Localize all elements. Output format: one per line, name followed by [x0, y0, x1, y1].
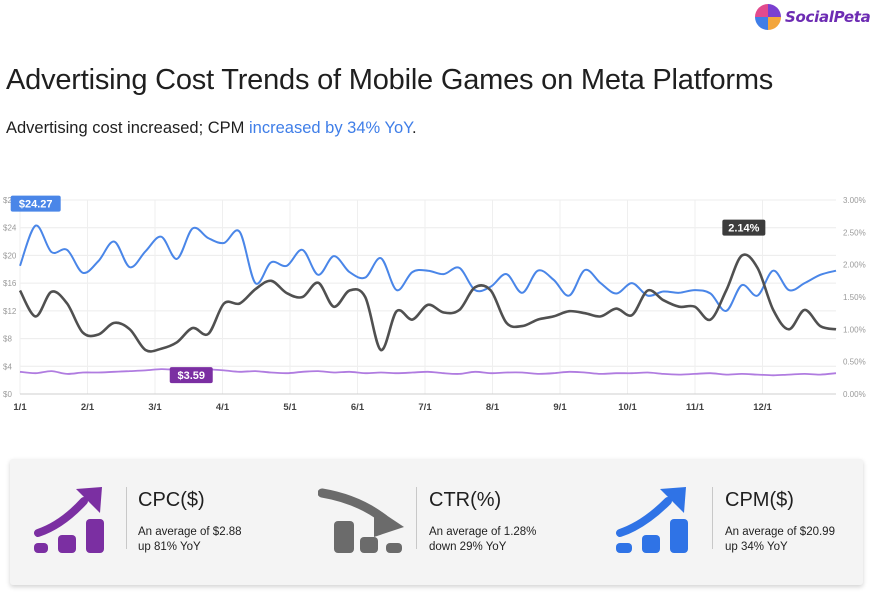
y-tick-label-right: 1.00%	[843, 325, 866, 334]
ctr-bar-1	[334, 521, 354, 553]
y-tick-label-right: 0.00%	[843, 390, 866, 399]
subtitle-highlight: increased by 34% YoY	[249, 119, 413, 137]
y-tick-label-left: $16	[3, 279, 17, 288]
subtitle-suffix: .	[412, 119, 417, 137]
ctr-peak-label: 2.14%	[728, 223, 759, 235]
y-tick-label-right: 3.00%	[843, 196, 866, 205]
chart-up-icon	[34, 487, 104, 553]
kpi-panel: CPC($) An average of $2.88 up 81% YoY CT…	[10, 459, 863, 585]
cpm-peak-label-bg	[10, 195, 61, 212]
kpi-divider	[712, 487, 713, 549]
y-tick-label-right: 2.00%	[843, 261, 866, 270]
y-tick-label-right: 2.50%	[843, 228, 866, 237]
x-tick-label: 5/1	[283, 402, 297, 413]
cpc-bar-2	[58, 535, 76, 553]
x-tick-label: 4/1	[216, 402, 230, 413]
cpc-bar-1	[34, 543, 48, 553]
x-tick-label: 12/1	[753, 402, 772, 413]
kpi-card-cpc: CPC($) An average of $2.88 up 81% YoY	[10, 459, 300, 585]
cpm-bar-3	[670, 519, 688, 553]
cost-trend-chart: $0 $4 $8 $12 $16 $20 $24 $28 0.00% 0.50% 1.00% 1.50…	[3, 195, 866, 413]
x-tick-label: 3/1	[148, 402, 162, 413]
y-tick-label-left: $0	[3, 390, 12, 399]
x-tick-label: 9/1	[553, 402, 567, 413]
kpi-yoy: up 81% YoY	[138, 541, 201, 553]
cpc-series-line	[19, 368, 837, 377]
y-tick-label-left: $4	[3, 362, 12, 371]
kpi-average: An average of $20.99	[725, 526, 835, 538]
x-tick-label: 2/1	[81, 402, 95, 413]
kpi-average: An average of 1.28%	[429, 526, 537, 538]
cpm-bar-2	[642, 535, 660, 553]
cpm-series-line	[19, 224, 837, 312]
y-tick-label-right: 0.50%	[843, 358, 866, 367]
y-tick-label-left: $12	[3, 307, 17, 316]
cpc-arrow-head	[76, 487, 102, 513]
kpi-yoy: up 34% YoY	[725, 541, 788, 553]
x-tick-label: 6/1	[351, 402, 365, 413]
subtitle: Advertising cost increased; CPM increase…	[6, 119, 417, 138]
cpc-peak-label-bg	[169, 367, 213, 384]
kpi-divider	[126, 487, 127, 549]
kpi-card-cpm: CPM($) An average of $20.99 up 34% YoY	[604, 459, 863, 585]
cpc-peak-label: $3.59	[177, 370, 205, 382]
logo-icon	[755, 4, 781, 30]
chart-up-icon	[616, 487, 688, 553]
y-tick-label-left: $8	[3, 335, 12, 344]
cpc-bar-3	[86, 519, 104, 553]
cpc-trend-arrow	[34, 497, 88, 537]
subtitle-prefix: Advertising cost increased; CPM	[6, 119, 250, 137]
x-tick-label: 8/1	[486, 402, 500, 413]
cpm-arrow-head	[660, 487, 686, 513]
brand-logo: SocialPeta	[755, 4, 871, 30]
cpm-peak-label: $24.27	[19, 199, 53, 211]
ctr-bar-3	[386, 543, 402, 553]
x-tick-label: 11/1	[686, 402, 705, 413]
y-tick-label-left: $20	[3, 251, 17, 260]
chart-down-icon	[318, 488, 404, 553]
x-tick-label: 10/1	[618, 402, 637, 413]
kpi-title: CTR(%)	[429, 489, 502, 511]
kpi-yoy: down 29% YoY	[429, 541, 507, 553]
y-tick-label-right: 1.50%	[843, 293, 866, 302]
y-tick-label-left: $24	[3, 224, 17, 233]
kpi-card-ctr: CTR(%) An average of 1.28% down 29% YoY	[306, 459, 596, 585]
page-title: Advertising Cost Trends of Mobile Games …	[6, 64, 774, 96]
y-tick-label-left: $28	[3, 196, 17, 205]
kpi-divider	[416, 487, 417, 549]
x-tick-label: 7/1	[418, 402, 432, 413]
kpi-title: CPM($)	[725, 489, 794, 511]
brand-name: SocialPeta	[785, 8, 871, 26]
x-tick-label: 1/1	[13, 402, 27, 413]
cpm-trend-arrow	[616, 497, 672, 537]
ctr-series-line	[18, 253, 837, 353]
cpm-bar-1	[616, 543, 632, 553]
ctr-peak-label-bg	[722, 219, 766, 236]
ctr-arrow-head	[374, 507, 404, 537]
ctr-bar-2	[360, 537, 378, 553]
kpi-title: CPC($)	[138, 489, 205, 511]
kpi-average: An average of $2.88	[138, 526, 242, 538]
